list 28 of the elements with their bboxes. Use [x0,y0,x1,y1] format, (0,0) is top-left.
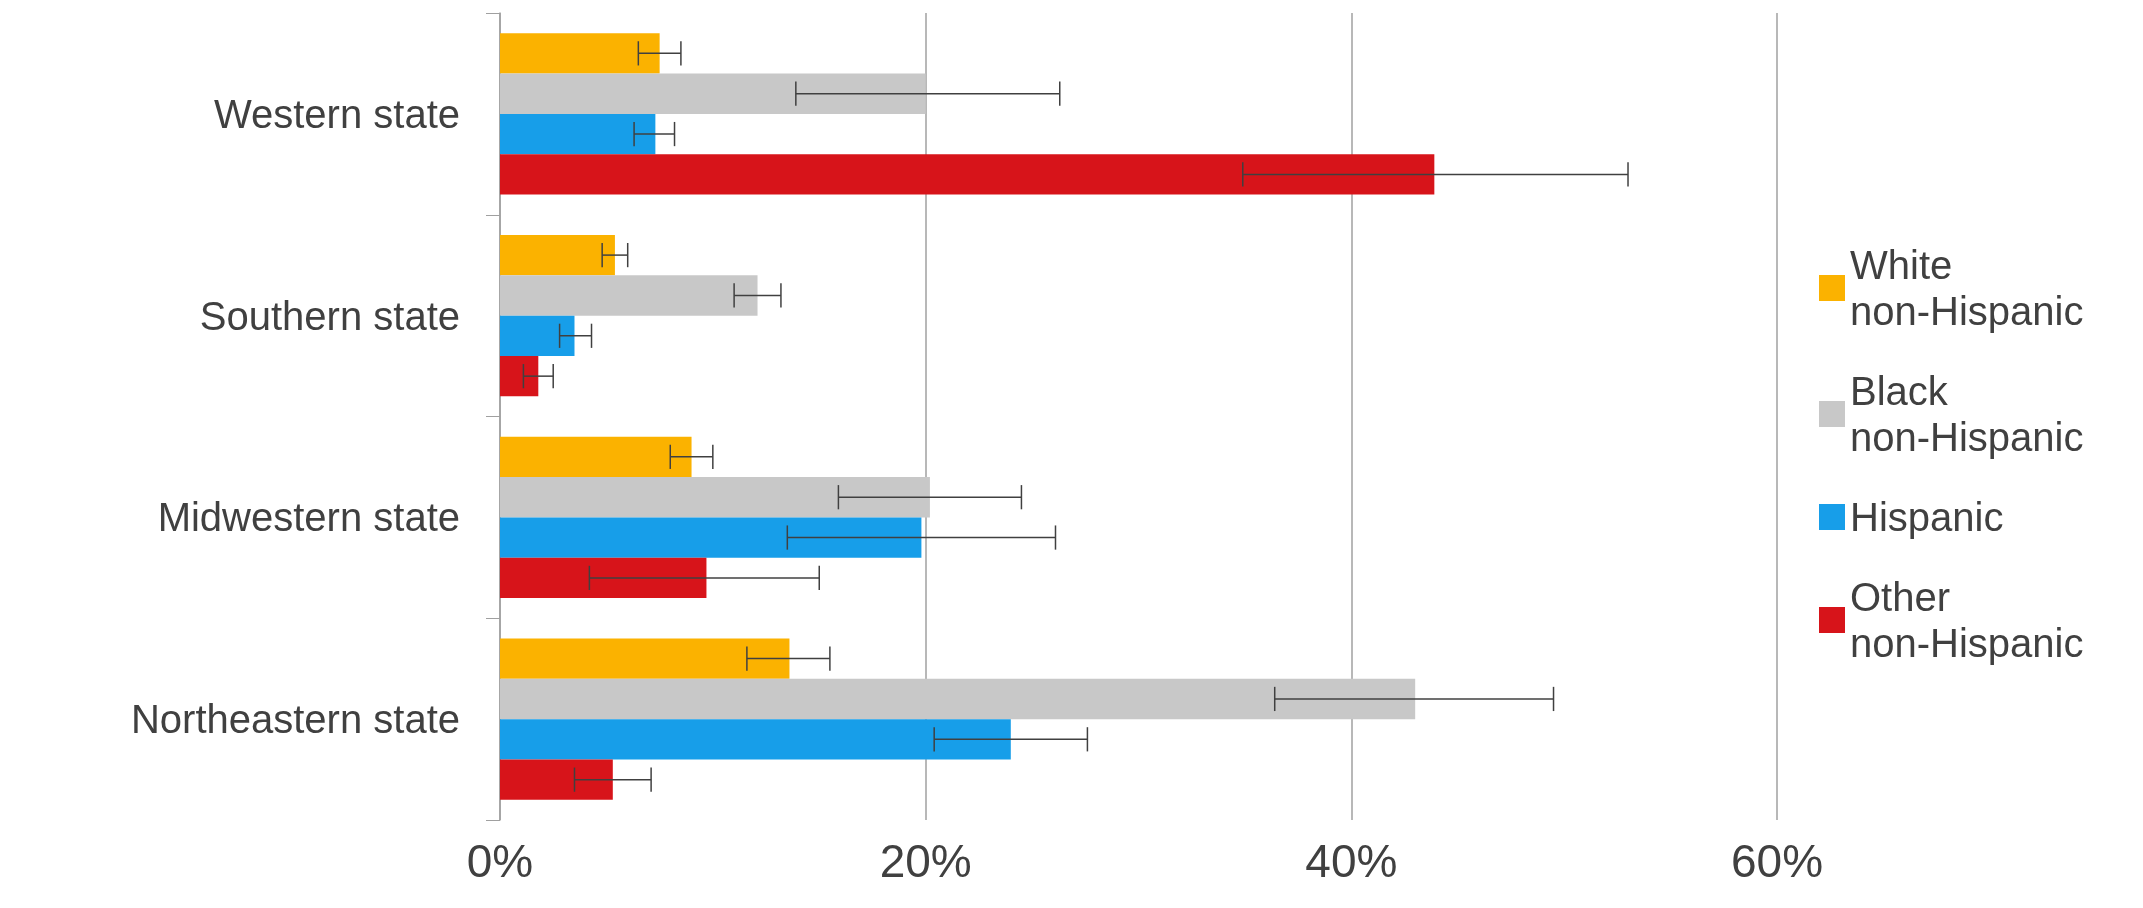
bar [500,113,656,155]
bar [500,33,660,74]
bar [500,678,1416,720]
bar [500,154,1435,195]
y-tick-label: Midwestern state [157,495,460,540]
bar [500,436,692,478]
y-tick-label: Northeastern state [130,697,460,742]
bar [500,638,790,679]
y-tick-label: Western state [213,91,460,136]
bar [500,557,707,599]
bar [500,719,1011,760]
legend-label: White non-Hispanic [1850,243,2084,333]
bar [500,73,926,114]
x-tick-label: 20% [879,835,972,887]
y-tick-label: Southern state [199,293,460,338]
legend-label: Black non-Hispanic [1850,369,2084,459]
x-tick-label: 60% [1730,835,1824,887]
bar [500,234,615,276]
x-tick-label: 40% [1305,835,1398,887]
bar [500,315,575,356]
legend-label: Other non-Hispanic [1850,575,2084,665]
bar [500,477,930,518]
bar [500,759,613,800]
legend-label: Hispanic [1850,495,2004,539]
bar [500,517,922,558]
bar [500,355,539,397]
bar [500,275,758,316]
x-tick-label: 0% [466,835,534,887]
